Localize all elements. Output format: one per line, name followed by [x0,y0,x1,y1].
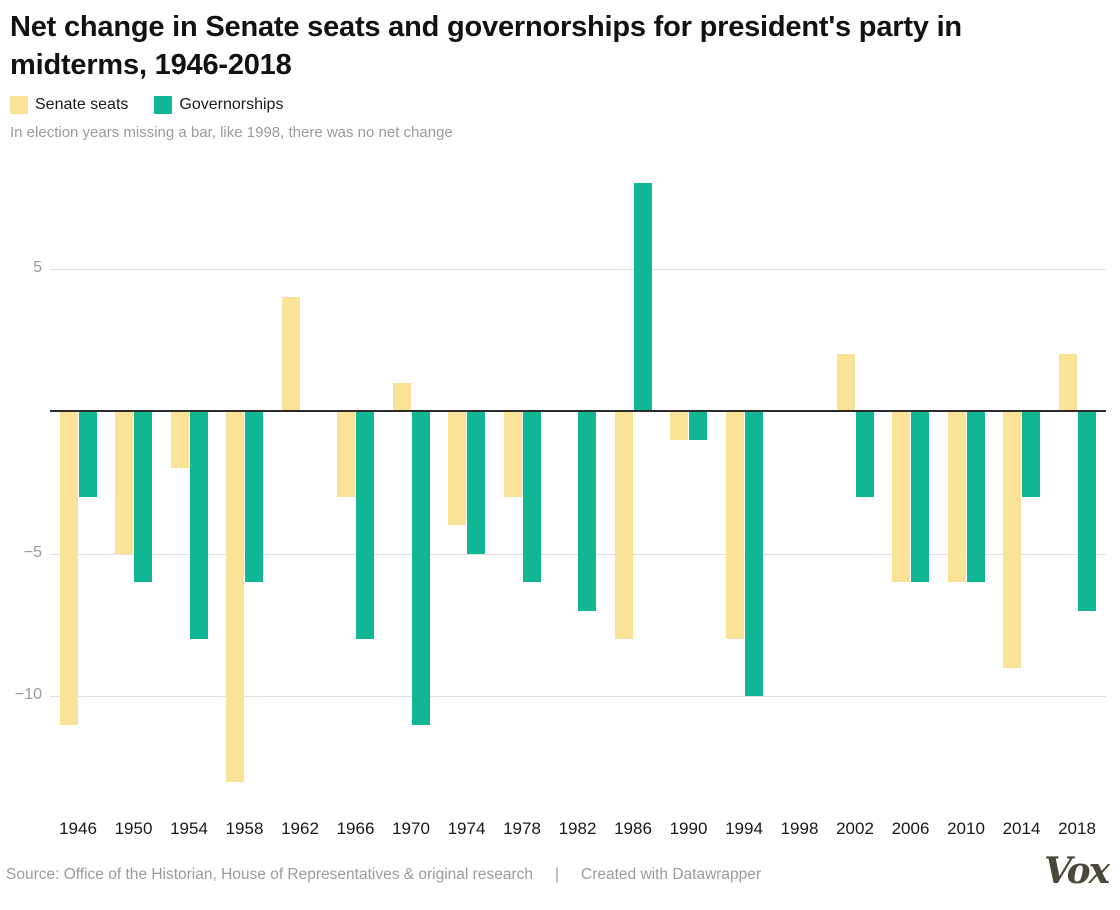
zero-baseline [50,410,1106,412]
x-label-1974: 1974 [447,819,486,838]
x-label-2014: 2014 [1002,819,1041,838]
bar-senate-seats-1978 [503,411,522,497]
bar-senate-seats-1958 [226,411,244,782]
bar-senate-seats-1986 [614,411,633,639]
bar-senate-seats-2006 [892,411,910,582]
x-label-1970: 1970 [392,819,430,838]
legend-item-governorships: Governorships [154,96,283,114]
chart-title: Net change in Senate seats and governors… [10,11,962,81]
legend-label-senate-seats: Senate seats [35,96,129,113]
bar-governorships-1958 [245,411,263,582]
x-label-1986: 1986 [614,819,652,838]
gridline-5 [50,268,1106,270]
y-tick-label--5: −5 [23,543,42,561]
bar-senate-seats-2010 [947,411,966,582]
x-label-1966: 1966 [336,819,375,838]
bar-governorships-1954 [189,411,208,639]
x-label-1978: 1978 [503,819,541,838]
x-label-2018: 2018 [1058,819,1096,838]
bar-governorships-2010 [966,411,985,582]
source-text: Source: Office of the Historian, House o… [6,866,533,883]
y-tick-label-5: 5 [33,258,42,276]
bar-governorships-2014 [1022,411,1040,497]
senate-seats-swatch [10,96,28,114]
legend-label-governorships: Governorships [179,96,284,113]
bar-governorships-1994 [744,411,763,696]
x-label-1994: 1994 [725,819,763,838]
x-label-1962: 1962 [281,819,319,838]
x-label-1998: 1998 [780,819,819,838]
bar-senate-seats-1994 [725,411,744,639]
bar-senate-seats-2018 [1058,354,1077,411]
y-tick-label--10: −10 [14,686,42,703]
bar-governorships-1990 [689,411,707,440]
bar-senate-seats-2002 [836,354,855,411]
x-label-1958: 1958 [225,819,264,838]
footer-separator: | [554,866,560,883]
bar-senate-seats-1954 [170,411,189,468]
bar-governorships-1982 [578,411,596,611]
bar-governorships-2018 [1077,411,1096,611]
bar-senate-seats-1950 [115,411,133,554]
legend: Senate seats Governorships [10,96,1070,114]
bar-senate-seats-1974 [448,411,466,525]
x-label-1954: 1954 [170,819,208,838]
datawrapper-credit[interactable]: Created with Datawrapper [581,866,762,883]
x-label-2002: 2002 [836,819,874,838]
bar-senate-seats-1946 [59,411,78,725]
chart-header: Net change in Senate seats and governors… [10,8,1070,141]
bar-senate-seats-1966 [337,411,355,497]
bar-senate-seats-2014 [1003,411,1021,668]
bar-senate-seats-1962 [281,297,300,411]
chart-subtitle: In election years missing a bar, like 19… [10,124,453,141]
governorships-swatch [154,96,173,114]
x-label-2006: 2006 [891,819,930,838]
gridline--10 [50,696,1106,697]
vox-logo: Vox [1044,850,1110,892]
bar-governorships-1946 [78,411,97,497]
x-label-1982: 1982 [558,819,597,838]
chart-footer: Source: Office of the Historian, House o… [6,866,761,884]
x-label-1946: 1946 [59,819,97,838]
x-label-2010: 2010 [947,819,985,838]
bar-senate-seats-1970 [392,382,411,411]
x-label-1990: 1990 [669,819,708,838]
bar-governorships-2002 [855,411,874,497]
bar-governorships-1986 [633,183,652,411]
bar-governorships-1974 [467,411,485,554]
bar-governorships-1978 [522,411,541,582]
bar-senate-seats-1990 [670,411,688,440]
x-label-1950: 1950 [114,819,153,838]
bar-governorships-1950 [134,411,152,582]
bar-governorships-1970 [411,411,430,725]
bar-governorships-1966 [356,411,374,639]
bar-governorships-2006 [911,411,929,582]
legend-item-senate-seats: Senate seats [10,96,128,114]
